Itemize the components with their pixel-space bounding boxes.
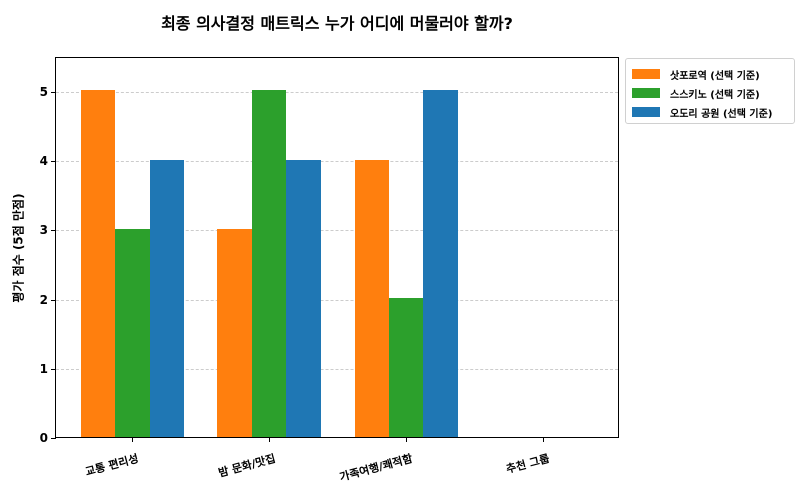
bar-sapporo-family [355, 160, 389, 437]
x-tick [406, 437, 407, 442]
x-tick-label: 밤 문화/맛집 [217, 451, 277, 480]
gridline [56, 300, 618, 301]
legend-swatch-blue [632, 107, 660, 117]
legend-swatch-green [632, 88, 660, 98]
bar-sapporo-transport [81, 90, 115, 437]
y-tick-label: 4 [39, 154, 48, 168]
bar-sapporo-nightlife [217, 229, 252, 437]
bar-susukino-nightlife [252, 90, 286, 437]
legend-swatch-orange [632, 69, 660, 79]
bar-odori-transport [150, 160, 184, 437]
y-tick [51, 369, 56, 370]
y-tick [51, 438, 56, 439]
legend-label: 스스키노 (선택 기준) [670, 89, 760, 101]
x-tick [269, 437, 270, 442]
x-tick [543, 437, 544, 442]
y-tick [51, 161, 56, 162]
x-tick-label: 교통 편리성 [83, 451, 140, 479]
legend-item-odori: 오도리 공원 (선택 기준) [632, 105, 773, 120]
y-tick [51, 230, 56, 231]
gridline [56, 161, 618, 162]
bar-odori-nightlife [286, 160, 321, 437]
x-tick-label: 추천 그룹 [504, 451, 551, 476]
y-tick-label: 3 [39, 223, 48, 237]
y-tick [51, 92, 56, 93]
gridline [56, 230, 618, 231]
bar-susukino-family [389, 298, 423, 437]
y-axis-label: 평가 점수 (5점 만점) [11, 193, 26, 303]
gridline [56, 92, 618, 93]
gridline [56, 369, 618, 370]
plot-area: 0 1 2 3 4 5 교통 편리성 밤 문화/맛집 가족여행/쾌적함 추천 그… [40, 57, 619, 484]
x-tick-label: 가족여행/쾌적함 [338, 451, 414, 484]
legend-item-susukino: 스스키노 (선택 기준) [632, 86, 760, 101]
y-tick-label: 2 [39, 293, 48, 307]
bar-susukino-transport [115, 229, 150, 437]
y-tick-label: 1 [39, 362, 48, 376]
bar-odori-family [423, 90, 458, 437]
y-tick [51, 300, 56, 301]
legend-label: 오도리 공원 (선택 기준) [670, 108, 773, 120]
y-tick-label: 5 [39, 85, 48, 99]
legend-label: 삿포로역 (선택 기준) [670, 70, 760, 82]
x-tick [132, 437, 133, 442]
legend: 삿포로역 (선택 기준) 스스키노 (선택 기준) 오도리 공원 (선택 기준) [625, 58, 795, 124]
chart-title: 최종 의사결정 매트릭스 누가 어디에 머물러야 할까? [161, 14, 513, 33]
y-tick-label: 0 [39, 431, 48, 445]
legend-item-sapporo: 삿포로역 (선택 기준) [632, 67, 760, 82]
